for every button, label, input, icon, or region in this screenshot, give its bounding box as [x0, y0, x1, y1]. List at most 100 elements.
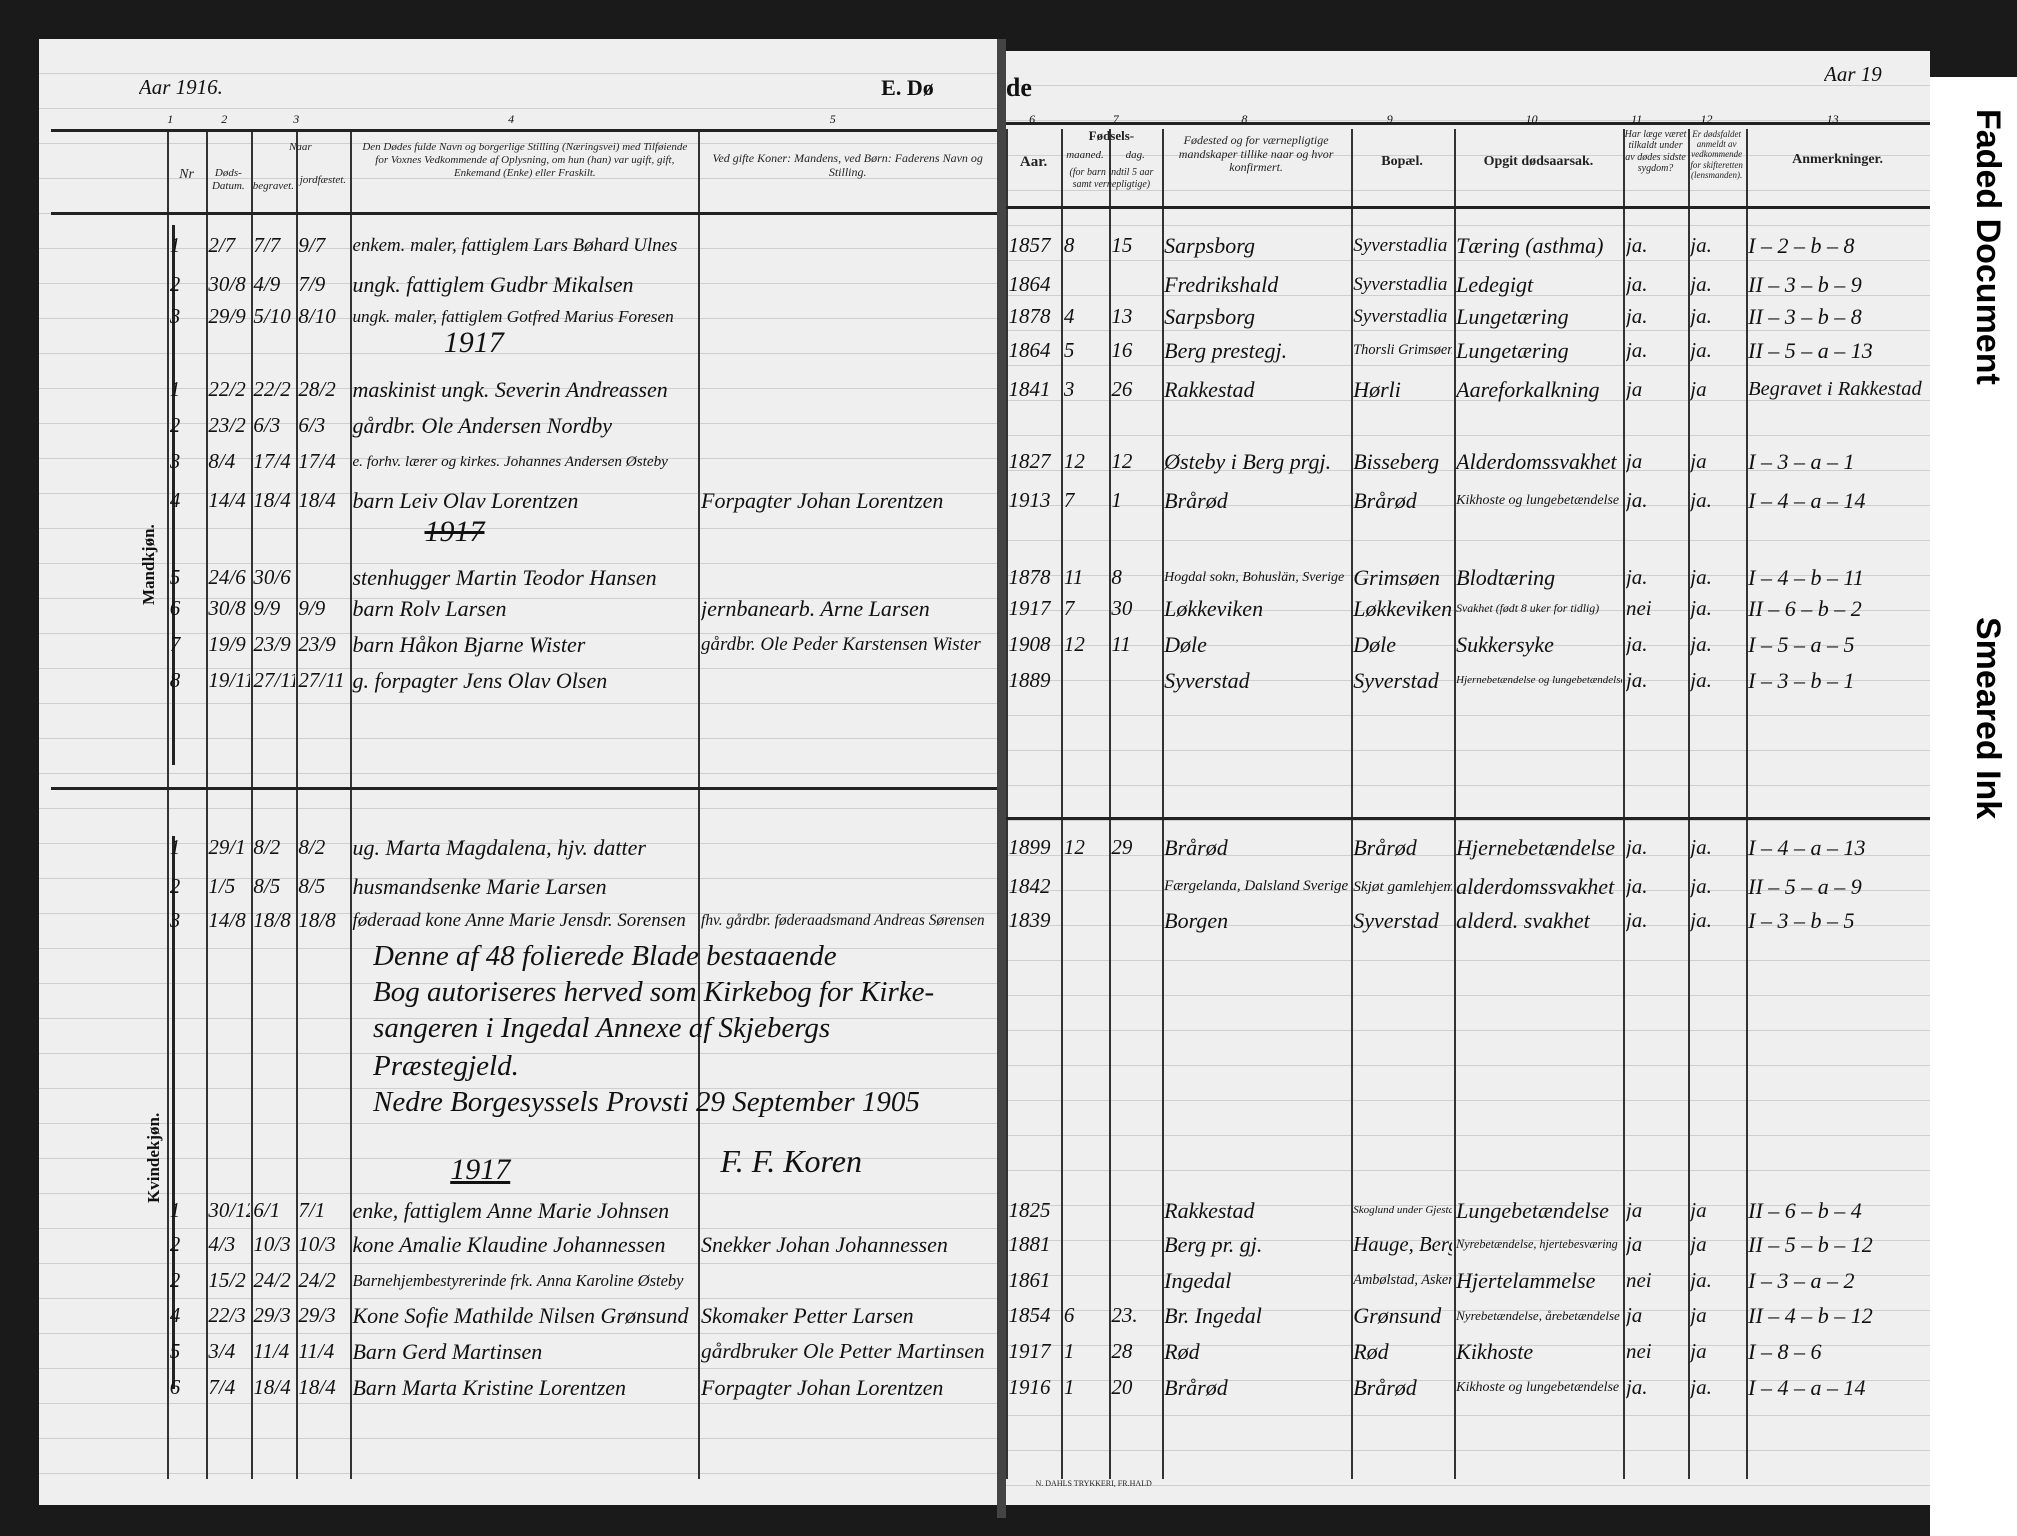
side-label: Faded Document	[1968, 109, 2007, 386]
entry-nr: 3	[169, 908, 181, 933]
entry-name: enke, fattiglem Anne Marie Johnsen	[352, 1197, 670, 1223]
column-number: 12	[1700, 113, 1713, 127]
entry-day: 28	[1111, 1339, 1133, 1364]
entry-reported: ja	[1690, 1232, 1707, 1257]
entry-year: 1889	[1008, 667, 1051, 692]
entry-nr: 2	[169, 873, 181, 898]
entry-residence: Syverstad	[1353, 667, 1439, 693]
entry-day: 23.	[1111, 1303, 1138, 1328]
entry-cause: Tæring (asthma)	[1456, 232, 1604, 258]
entry-remarks: II – 3 – b – 8	[1748, 303, 1862, 329]
entry-day: 16	[1111, 338, 1133, 363]
entry-year: 1827	[1008, 449, 1051, 474]
entry-died: 1/5	[208, 873, 236, 898]
entry-cause: Kikhoste og lungebetændelse	[1456, 1380, 1620, 1396]
entry-residence: Syverstadlia	[1353, 305, 1448, 327]
entry-birthplace: Berg prestegj.	[1164, 338, 1288, 364]
entry-doctor: ja	[1625, 449, 1643, 474]
column-header: Nr	[179, 167, 194, 183]
entry-buried: 6/3	[253, 413, 281, 438]
entry-interred: 18/4	[298, 487, 336, 512]
entry-reported: ja.	[1690, 564, 1712, 589]
entry-remarks: I – 4 – b – 11	[1748, 564, 1864, 590]
entry-name: g. forpagter Jens Olav Olsen	[352, 667, 608, 693]
entry-died: 15/2	[208, 1268, 246, 1293]
entry-died: 24/6	[208, 564, 246, 589]
column-line	[205, 128, 208, 1480]
entry-birthplace: Sarpsborg	[1164, 303, 1256, 329]
entry-name: Barn Gerd Martinsen	[352, 1339, 543, 1365]
entry-year: 1825	[1008, 1197, 1051, 1222]
entry-birthplace: Rakkestad	[1164, 1197, 1255, 1223]
entry-remarks: I – 2 – b – 8	[1748, 232, 1855, 258]
entry-father: gårdbr. Ole Peder Karstensen Wister	[701, 633, 981, 655]
entry-birthplace: Ingedal	[1164, 1268, 1232, 1294]
entry-remarks: I – 8 – 6	[1748, 1339, 1822, 1365]
entry-day: 29	[1111, 834, 1133, 859]
column-header: Er dødsfaldet anmeldt av vedkommende for…	[1690, 128, 1743, 180]
column-line	[1005, 128, 1008, 1480]
entry-residence: Syverstadlia	[1353, 234, 1448, 256]
entry-father: Forpagter Johan Lorentzen	[701, 1375, 944, 1401]
entry-died: 30/8	[208, 271, 246, 296]
entry-died: 4/3	[208, 1232, 236, 1257]
entry-month: 4	[1063, 303, 1075, 328]
entry-month: 8	[1063, 232, 1075, 257]
authorization-line: sangeren i Ingedal Annexe af Skjebergs	[373, 1013, 831, 1044]
entry-doctor: ja.	[1625, 667, 1648, 692]
entry-name: e. forhv. lærer og kirkes. Johannes Ande…	[352, 453, 668, 471]
entry-cause: Sukkersyke	[1456, 631, 1554, 657]
entry-birthplace: Berg pr. gj.	[1164, 1232, 1263, 1258]
column-header: maaned.	[1066, 149, 1104, 162]
side-panel	[1929, 77, 2017, 1536]
entry-reported: ja.	[1690, 908, 1712, 933]
entry-died: 14/4	[208, 487, 246, 512]
entry-remarks: II – 3 – b – 9	[1748, 271, 1862, 297]
entry-father: Forpagter Johan Lorentzen	[701, 487, 944, 513]
entry-nr: 7	[169, 631, 181, 656]
entry-doctor: ja.	[1625, 908, 1648, 933]
column-header: dag.	[1125, 149, 1145, 162]
entry-year: 1916	[1008, 1375, 1051, 1400]
entry-cause: Alderdomssvakhet	[1456, 449, 1617, 475]
entry-name: maskinist ungk. Severin Andreassen	[352, 377, 668, 403]
entry-cause: Kikhoste og lungebetændelse	[1456, 492, 1620, 508]
entry-reported: ja	[1690, 377, 1707, 402]
entry-buried: 30/6	[253, 564, 291, 589]
entry-reported: ja.	[1690, 271, 1712, 296]
entry-interred: 11/4	[298, 1339, 335, 1364]
entry-nr: 1	[169, 377, 181, 402]
column-line	[167, 128, 170, 1480]
column-line	[698, 128, 701, 1480]
entry-reported: ja	[1690, 1303, 1707, 1328]
entry-year: 1908	[1008, 631, 1051, 656]
entry-interred: 8/2	[298, 834, 326, 859]
entry-reported: ja.	[1690, 1268, 1712, 1293]
entry-nr: 1	[169, 232, 181, 257]
entry-name: husmandsenke Marie Larsen	[352, 873, 607, 899]
imprint: N. DAHLS TRYKKERI, FR.HALD	[1035, 1479, 1152, 1489]
column-number: 7	[1112, 113, 1119, 127]
entry-remarks: I – 4 – a – 13	[1748, 834, 1866, 860]
entry-residence: Løkkeviken	[1353, 595, 1453, 621]
entry-died: 7/4	[208, 1375, 236, 1400]
column-header: Har læge været tilkaldt under av dødes s…	[1624, 128, 1687, 175]
entry-doctor: ja.	[1625, 303, 1648, 328]
entry-residence: Brårød	[1353, 834, 1417, 860]
entry-nr: 2	[169, 271, 181, 296]
entry-doctor: ja	[1625, 1303, 1643, 1328]
entry-cause: Ledegigt	[1456, 271, 1534, 297]
entry-residence: Skoglund under Gjestad	[1353, 1203, 1453, 1216]
column-number: 11	[1631, 113, 1643, 127]
entry-cause: Kikhoste	[1456, 1339, 1534, 1365]
entry-cause: alderd. svakhet	[1456, 908, 1590, 934]
entry-cause: Svakhet (født 8 uker for tidlig)	[1456, 600, 1600, 615]
entry-residence: Hørli	[1353, 377, 1401, 403]
entry-buried: 18/4	[253, 1375, 291, 1400]
entry-month: 7	[1063, 487, 1075, 512]
column-number: 8	[1241, 113, 1248, 127]
entry-interred: 29/3	[298, 1303, 336, 1328]
column-number: 9	[1386, 113, 1393, 127]
section-brace	[172, 225, 176, 766]
entry-month: 3	[1063, 377, 1075, 402]
